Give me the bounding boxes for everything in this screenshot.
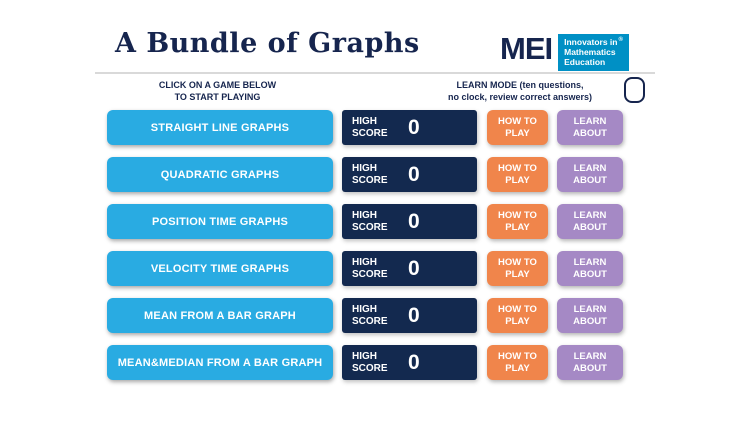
game-button-straight-line[interactable]: STRAIGHT LINE GRAPHS [107,110,333,145]
tagline-line-3: Education [564,57,606,68]
mei-logo-text: MEI [500,31,553,66]
how-to-play-button[interactable]: HOW TO PLAY [487,345,548,380]
high-score-value: 0 [408,209,420,233]
high-score-box: HIGH SCORE 0 [342,251,477,286]
registered-mark: ® [618,37,623,44]
how-to-play-button[interactable]: HOW TO PLAY [487,157,548,192]
learn-mode-label: LEARN MODE (ten questions, no clock, rev… [420,79,620,103]
game-button-mean-bar-graph[interactable]: MEAN FROM A BAR GRAPH [107,298,333,333]
learn-about-button[interactable]: LEARN ABOUT [557,110,623,145]
high-score-label: HIGH SCORE [352,350,388,374]
tagline-line-1: Innovators in® [564,37,623,47]
high-score-value: 0 [408,350,420,374]
click-instructions-line2: TO START PLAYING [174,92,261,103]
mei-logo: MEI Innovators in® Mathematics Education [500,33,629,71]
learn-mode-line1: LEARN MODE (ten questions, [456,80,584,90]
game-button-position-time[interactable]: POSITION TIME GRAPHS [107,204,333,239]
how-to-play-button[interactable]: HOW TO PLAY [487,251,548,286]
how-to-play-button[interactable]: HOW TO PLAY [487,298,548,333]
high-score-value: 0 [408,115,420,139]
mei-logo-tagline: Innovators in® Mathematics Education [558,34,629,71]
high-score-value: 0 [408,256,420,280]
game-row: MEAN FROM A BAR GRAPH HIGH SCORE 0 HOW T… [107,298,623,333]
game-row: QUADRATIC GRAPHS HIGH SCORE 0 HOW TO PLA… [107,157,623,192]
game-button-quadratic[interactable]: QUADRATIC GRAPHS [107,157,333,192]
page-title: A Bundle of Graphs [115,28,420,59]
how-to-play-button[interactable]: HOW TO PLAY [487,204,548,239]
high-score-label: HIGH SCORE [352,256,388,280]
how-to-play-button[interactable]: HOW TO PLAY [487,110,548,145]
high-score-box: HIGH SCORE 0 [342,157,477,192]
high-score-box: HIGH SCORE 0 [342,204,477,239]
high-score-value: 0 [408,303,420,327]
high-score-box: HIGH SCORE 0 [342,110,477,145]
learn-about-button[interactable]: LEARN ABOUT [557,251,623,286]
header-divider [95,72,655,74]
click-instructions: CLICK ON A GAME BELOW TO START PLAYING [135,79,300,103]
high-score-label: HIGH SCORE [352,115,388,139]
learn-about-button[interactable]: LEARN ABOUT [557,204,623,239]
game-button-mean-median-bar-graph[interactable]: MEAN&MEDIAN FROM A BAR GRAPH [107,345,333,380]
high-score-box: HIGH SCORE 0 [342,345,477,380]
high-score-label: HIGH SCORE [352,209,388,233]
click-instructions-line1: CLICK ON A GAME BELOW [158,80,277,90]
learn-about-button[interactable]: LEARN ABOUT [557,298,623,333]
learn-about-button[interactable]: LEARN ABOUT [557,345,623,380]
game-row: POSITION TIME GRAPHS HIGH SCORE 0 HOW TO… [107,204,623,239]
game-row: STRAIGHT LINE GRAPHS HIGH SCORE 0 HOW TO… [107,110,623,145]
learn-mode-checkbox[interactable] [624,77,645,103]
game-row: MEAN&MEDIAN FROM A BAR GRAPH HIGH SCORE … [107,345,623,380]
learn-mode-line2: no clock, review correct answers) [447,92,593,103]
game-row: VELOCITY TIME GRAPHS HIGH SCORE 0 HOW TO… [107,251,623,286]
high-score-label: HIGH SCORE [352,162,388,186]
high-score-value: 0 [408,162,420,186]
high-score-label: HIGH SCORE [352,303,388,327]
high-score-box: HIGH SCORE 0 [342,298,477,333]
tagline-line-2: Mathematics [564,47,616,58]
learn-about-button[interactable]: LEARN ABOUT [557,157,623,192]
game-button-velocity-time[interactable]: VELOCITY TIME GRAPHS [107,251,333,286]
game-list: STRAIGHT LINE GRAPHS HIGH SCORE 0 HOW TO… [107,110,623,392]
